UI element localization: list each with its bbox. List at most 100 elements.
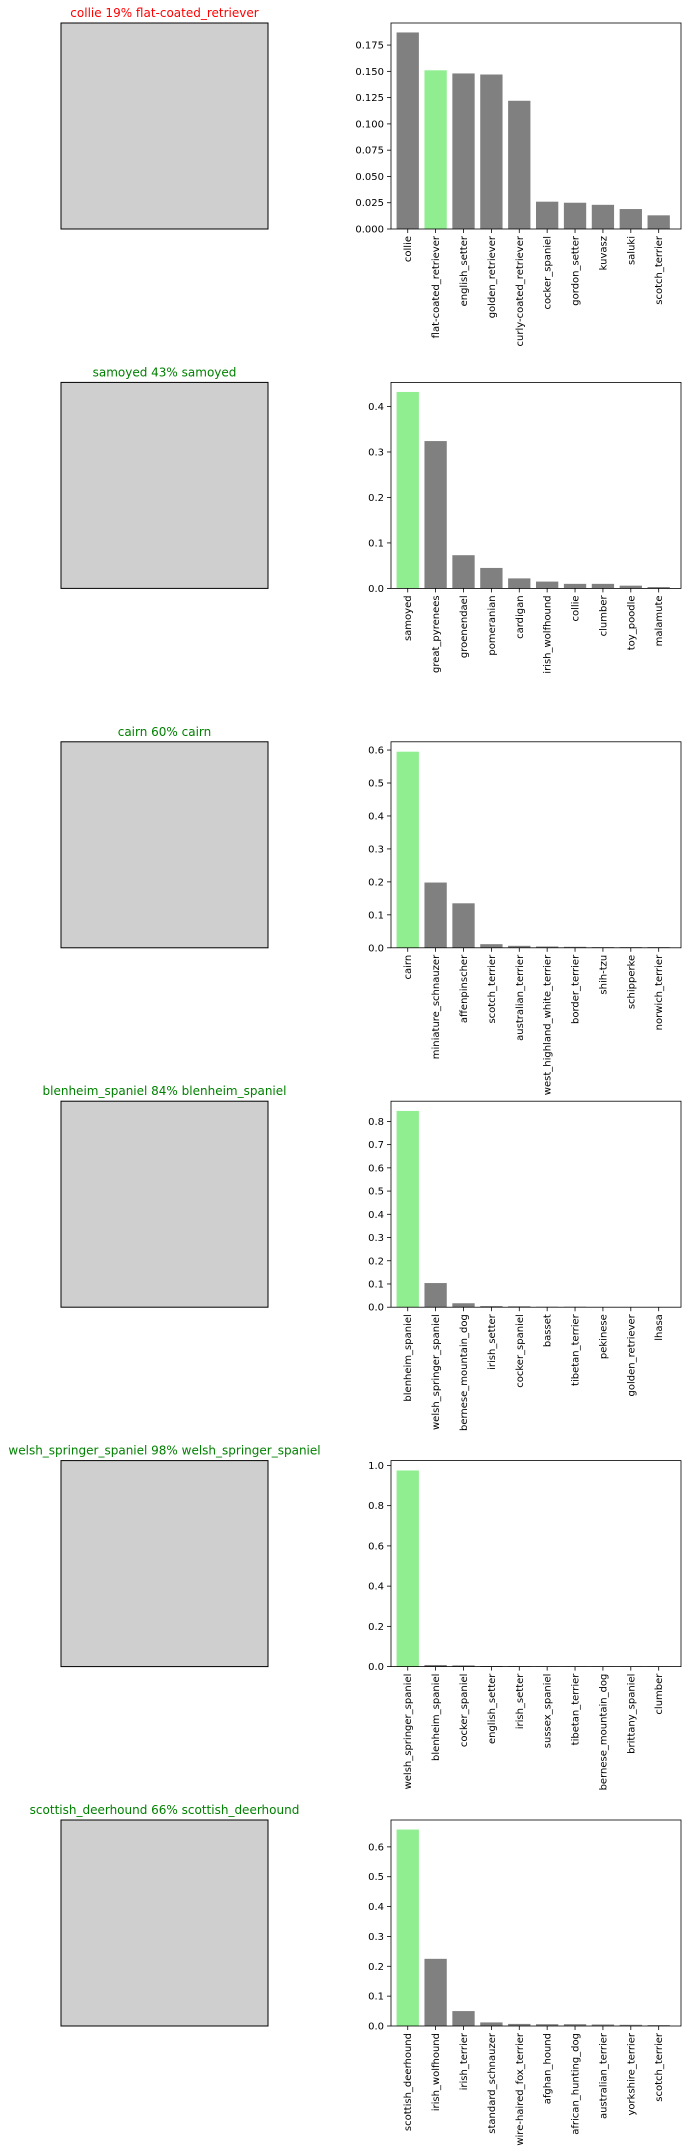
x-tick-label: sussex_spaniel [543, 1674, 554, 1749]
bar [452, 2011, 475, 2026]
y-tick-label: 0.0 [368, 943, 384, 954]
x-tick-label: scotch_terrier [487, 954, 498, 1024]
dog-photo [60, 22, 269, 230]
bar [424, 1664, 447, 1667]
y-tick-label: 0.150 [355, 67, 384, 78]
x-tick-label: scottish_deerhound [403, 2033, 414, 2131]
x-tick-label: african_hunting_dog [571, 2033, 582, 2135]
image-title: scottish_deerhound 66% scottish_deerhoun… [30, 1803, 300, 1817]
bar [619, 209, 642, 229]
x-tick-label: basset [543, 1314, 554, 1347]
bar [452, 1665, 475, 1667]
bar [647, 215, 670, 229]
axes-frame [390, 1100, 682, 1308]
bar [536, 946, 559, 948]
x-tick-label: pomeranian [487, 595, 498, 655]
dog-photo [60, 741, 269, 949]
y-tick-label: 0.6 [368, 1541, 384, 1552]
x-tick-label: irish_wolfhound [431, 2033, 442, 2111]
y-tick-label: 0.2 [368, 493, 384, 504]
y-tick-label: 0.125 [355, 93, 384, 104]
y-tick-label: 0.2 [368, 1962, 384, 1973]
image-title: welsh_springer_spaniel 98% welsh_springe… [8, 1444, 320, 1458]
bar [396, 1110, 419, 1308]
x-tick-label: border_terrier [571, 954, 582, 1024]
bar [536, 201, 559, 229]
x-tick-label: affenpinscher [459, 954, 470, 1023]
x-tick-label: lhasa [654, 1314, 665, 1341]
bar [452, 1303, 475, 1308]
y-tick-label: 0.4 [368, 1582, 384, 1593]
x-tick-label: schipperke [626, 955, 637, 1009]
y-tick-label: 0.0 [368, 1662, 384, 1673]
x-tick-label: blenheim_spaniel [431, 1674, 442, 1761]
x-tick-label: irish_wolfhound [543, 595, 554, 673]
axes-frame [390, 22, 682, 230]
y-tick-label: 0.5 [368, 779, 384, 790]
y-tick-label: 0.6 [368, 1163, 384, 1174]
y-tick-label: 1.0 [368, 1461, 384, 1472]
y-tick-label: 0.2 [368, 1622, 384, 1633]
y-tick-label: 0.1 [368, 910, 384, 921]
y-tick-label: 0.3 [368, 1932, 384, 1943]
x-tick-label: bernese_mountain_dog [598, 1674, 609, 1791]
bar [647, 2025, 670, 2026]
x-tick-label: golden_retriever [487, 235, 498, 318]
x-tick-label: standard_schnauzer [487, 2032, 498, 2134]
y-tick-label: 0.100 [355, 119, 384, 130]
x-tick-label: gordon_setter [571, 235, 582, 306]
y-tick-label: 0.6 [368, 1842, 384, 1853]
bar [563, 946, 587, 948]
x-tick-label: cocker_spaniel [543, 236, 554, 310]
dog-photo [60, 381, 269, 589]
x-tick-label: irish_setter [487, 1313, 498, 1370]
bar [424, 882, 447, 948]
x-tick-label: west_highland_white_terrier [543, 954, 554, 1095]
bar [452, 73, 475, 230]
y-tick-label: 0.8 [368, 1117, 384, 1128]
y-tick-label: 0.1 [368, 1992, 384, 2003]
bar [396, 751, 419, 948]
x-tick-label: cocker_spaniel [515, 1314, 526, 1388]
bar [424, 441, 447, 589]
bar [452, 903, 475, 948]
x-tick-label: collie [571, 595, 582, 621]
bar [563, 2024, 587, 2026]
bar [480, 944, 503, 948]
axes-frame [390, 381, 682, 589]
prediction-row: welsh_springer_spaniel 98% welsh_springe… [8, 1444, 682, 1791]
bar-chart: 0.0 0.1 0.2 0.3 0.4 0.5 0.6 scottish_deerhound i… [368, 1819, 682, 2146]
image-title: blenheim_spaniel 84% blenheim_spaniel [43, 1084, 287, 1098]
prediction-row: scottish_deerhound 66% scottish_deerhoun… [30, 1803, 682, 2146]
y-tick-label: 0.6 [368, 746, 384, 757]
y-tick-label: 0.1 [368, 538, 384, 549]
x-tick-label: cocker_spaniel [459, 1674, 470, 1748]
y-tick-label: 0.4 [368, 811, 384, 822]
x-tick-label: pekinese [598, 1314, 609, 1359]
y-tick-label: 0.050 [355, 172, 384, 183]
y-tick-label: 0.3 [368, 844, 384, 855]
x-tick-label: clumber [654, 1673, 665, 1715]
x-tick-label: scotch_terrier [654, 235, 665, 305]
x-tick-label: norwich_terrier [654, 954, 665, 1030]
y-tick-label: 0.4 [368, 1210, 384, 1221]
bar-chart: 0.0 0.1 0.2 0.3 0.4 0.5 0.6 cairn miniature_schn… [368, 741, 682, 1095]
prediction-row: samoyed 43% samoyed 0.0 0.1 0.2 0.3 0.4 samoye… [60, 365, 682, 674]
y-tick-label: 0.4 [368, 402, 384, 413]
y-tick-label: 0.0 [368, 1303, 384, 1314]
bar [480, 1306, 503, 1308]
bar [563, 583, 587, 589]
x-tick-label: tibetan_terrier [571, 1313, 582, 1386]
y-tick-label: 0.5 [368, 1872, 384, 1883]
prediction-row: collie 19% flat-coated_retriever0.0000.0… [60, 6, 682, 346]
x-tick-label: saluki [626, 236, 637, 265]
bar [396, 391, 419, 589]
bar [480, 567, 503, 589]
bar [396, 32, 419, 229]
bar [480, 2022, 503, 2026]
bar [424, 1283, 447, 1308]
bar [396, 1470, 419, 1667]
bar [396, 1829, 419, 2026]
x-tick-label: scotch_terrier [654, 2032, 665, 2102]
